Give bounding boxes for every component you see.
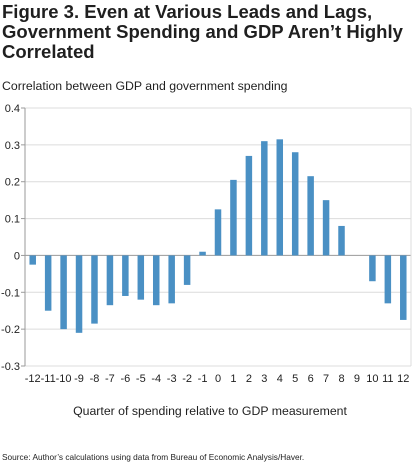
x-tick-label: -8 [90, 373, 100, 385]
bar [91, 255, 98, 324]
x-tick-label: -9 [74, 373, 84, 385]
bar [245, 155, 253, 256]
x-tick-label: 4 [277, 373, 283, 385]
bar [261, 141, 268, 256]
bar [75, 255, 83, 333]
y-tick-label: -0.1 [1, 287, 20, 299]
bar [214, 209, 222, 256]
x-tick-label: -6 [120, 373, 130, 385]
x-tick-label: 5 [292, 373, 298, 385]
bar [44, 255, 52, 311]
bar [384, 255, 392, 304]
source-note: Source: Author’s calculations using data… [2, 452, 305, 462]
bar [199, 251, 206, 256]
x-tick-label: 1 [230, 373, 236, 385]
bar [29, 255, 36, 265]
y-tick-label: 0.1 [5, 214, 20, 226]
x-tick-label: -2 [182, 373, 192, 385]
y-tick-label: 0.2 [5, 177, 20, 189]
bar [276, 139, 284, 256]
x-tick-label: -12 [25, 373, 41, 385]
y-tick-label: -0.2 [1, 324, 20, 336]
y-tick-label: 0.3 [5, 140, 20, 152]
x-ticks: -12 -11 -10 -9 -8 -7 -6 -5 -4 -3 -2 -1 0 1 2 3 4 5 6 7 8 9 10 1… [25, 373, 410, 385]
bars [29, 139, 407, 333]
y-tick-label: 0.4 [5, 103, 20, 115]
bar [152, 255, 160, 306]
bar [106, 255, 114, 306]
bar [168, 255, 175, 304]
bar [137, 255, 145, 300]
bar [322, 200, 330, 256]
x-tick-label: -7 [105, 373, 115, 385]
x-tick-label: -5 [136, 373, 146, 385]
bar [369, 255, 376, 282]
x-tick-label: -10 [56, 373, 72, 385]
x-tick-label: -11 [41, 373, 56, 385]
bar [291, 152, 299, 256]
bar [60, 255, 67, 330]
x-tick-label: -1 [198, 373, 208, 385]
x-axis-label: Quarter of spending relative to GDP meas… [73, 404, 347, 418]
x-tick-label: -3 [167, 373, 177, 385]
y-axis-label: Correlation between GDP and government s… [2, 79, 288, 93]
bar [230, 179, 237, 256]
x-tick-label: 3 [261, 373, 267, 385]
bar [122, 255, 129, 296]
chart-title: Figure 3. Even at Various Leads and Lags… [2, 1, 403, 62]
x-tick-label: 10 [366, 373, 378, 385]
y-ticks: 0.4 0.3 0.2 0.1 0 -0.1 -0.2 -0.3 [1, 103, 20, 373]
x-tick-label: 12 [397, 373, 409, 385]
x-tick-label: 8 [338, 373, 344, 385]
y-tick-label: 0 [14, 250, 20, 262]
bar [338, 225, 345, 256]
x-tick-label: 9 [354, 373, 360, 385]
x-tick-label: 2 [246, 373, 252, 385]
bar [400, 255, 407, 320]
x-tick-label: -4 [151, 373, 161, 385]
bar [183, 255, 191, 285]
bar [307, 176, 314, 256]
bar-chart: 0.40.30.20.10-0.1-0.2-0.3 -12 -11 -10 -9 -8-… [1, 103, 412, 385]
x-tick-label: 0 [215, 373, 221, 385]
x-tick-label: 6 [308, 373, 314, 385]
y-tick-label: -0.3 [1, 361, 20, 373]
axes [21, 107, 412, 367]
x-tick-label: 7 [323, 373, 329, 385]
x-tick-label: 11 [382, 373, 393, 385]
